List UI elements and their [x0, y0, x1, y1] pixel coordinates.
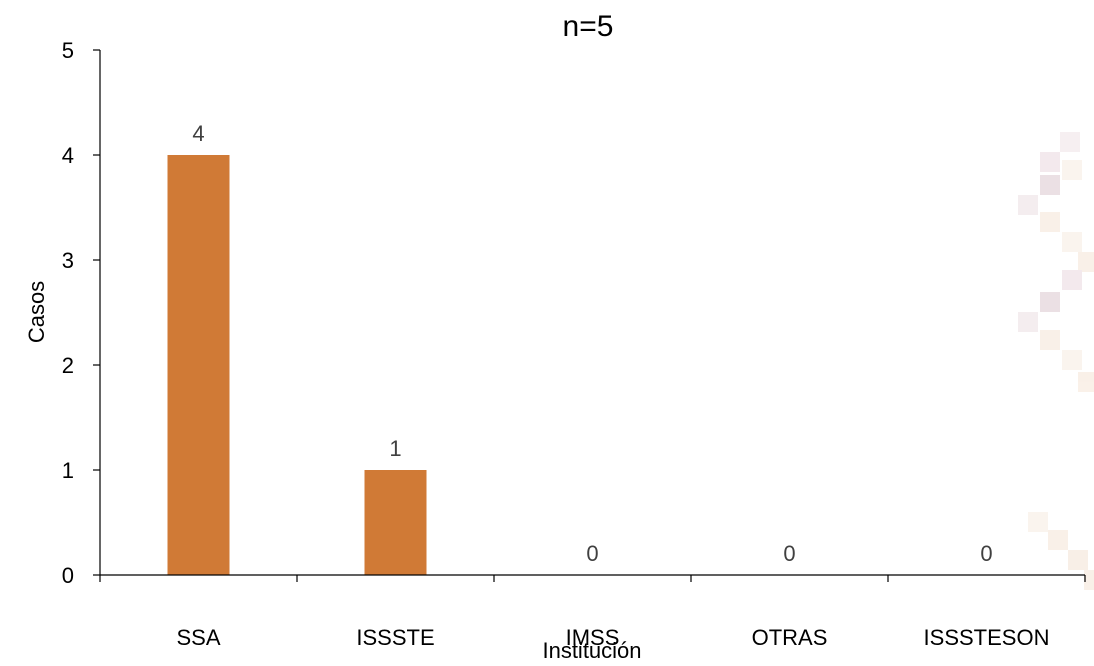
- x-tick-label: OTRAS: [752, 625, 828, 650]
- chart-title: n=5: [563, 10, 614, 43]
- x-axis: SSA ISSSTE IMSS OTRAS ISSSTESON: [99, 574, 1086, 650]
- x-tick-label: IMSS: [566, 625, 620, 650]
- y-axis: 0 1 2 3 4 5: [62, 38, 101, 588]
- y-axis-label: Casos: [24, 281, 49, 343]
- y-tick-label: 4: [62, 143, 74, 168]
- y-tick-label: 1: [62, 458, 74, 483]
- y-tick-label: 5: [62, 38, 74, 63]
- y-tick-label: 2: [62, 353, 74, 378]
- background-watermark: [1018, 132, 1094, 590]
- data-label: 4: [192, 121, 204, 146]
- y-tick-label: 3: [62, 248, 74, 273]
- bars: 4 1 0 0 0: [167, 121, 993, 575]
- x-tick-label: ISSSTESON: [924, 625, 1050, 650]
- bar-ssa: [167, 155, 230, 575]
- data-label: 0: [980, 541, 992, 566]
- x-tick-label: ISSSTE: [356, 625, 434, 650]
- data-label: 0: [586, 541, 598, 566]
- x-axis-label: Institución: [542, 638, 641, 663]
- x-tick-label: SSA: [176, 625, 220, 650]
- data-label: 0: [783, 541, 795, 566]
- data-label: 1: [389, 436, 401, 461]
- y-tick-label: 0: [62, 563, 74, 588]
- bar-issste: [364, 470, 427, 575]
